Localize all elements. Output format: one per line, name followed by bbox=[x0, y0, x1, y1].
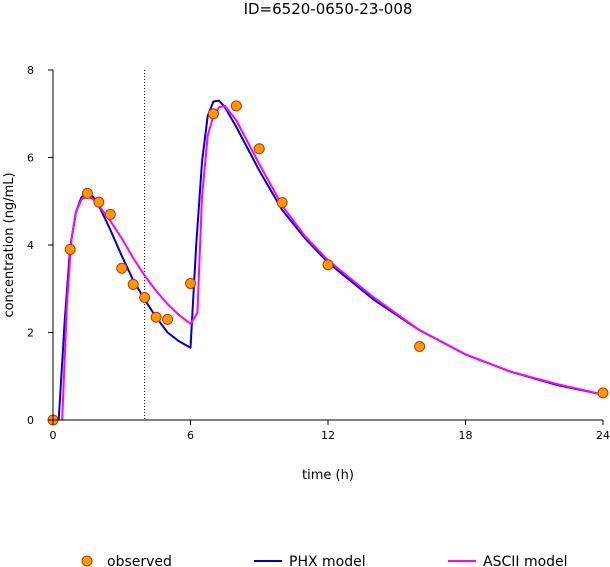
x-tick-label: 24 bbox=[596, 429, 610, 442]
legend-label-ascii-model: ASCII model bbox=[483, 554, 568, 567]
observed-point bbox=[150, 311, 162, 323]
x-axis-label: time (h) bbox=[302, 468, 354, 483]
observed-point bbox=[93, 196, 105, 208]
y-tick-label: 8 bbox=[27, 64, 34, 77]
observed-point bbox=[139, 292, 151, 303]
legend: observed PHX model ASCII model bbox=[81, 554, 568, 567]
plot-area bbox=[47, 70, 609, 426]
x-tick-label: 6 bbox=[187, 429, 194, 442]
observed-point bbox=[162, 313, 174, 325]
x-tick-label: 18 bbox=[459, 429, 473, 442]
observed-point bbox=[322, 259, 334, 271]
observed-point bbox=[276, 197, 288, 209]
observed-point bbox=[64, 243, 76, 255]
x-tick-label: 0 bbox=[50, 429, 57, 442]
observed-point bbox=[185, 278, 196, 289]
y-tick-label: 4 bbox=[27, 239, 34, 252]
observed-point bbox=[414, 341, 426, 352]
observed-point bbox=[81, 187, 93, 199]
legend-item-ascii-model: ASCII model bbox=[448, 554, 568, 567]
chart-title: ID=6520-0650-23-008 bbox=[244, 0, 413, 18]
x-tick-label: 12 bbox=[321, 429, 335, 442]
observed-point bbox=[253, 143, 265, 155]
observed-point bbox=[230, 100, 242, 112]
observed-point bbox=[116, 262, 128, 274]
legend-label-observed: observed bbox=[107, 554, 172, 567]
observed-point bbox=[207, 108, 219, 120]
legend-item-observed: observed bbox=[81, 554, 172, 567]
y-tick-label: 0 bbox=[27, 414, 34, 427]
observed-point bbox=[127, 278, 139, 290]
y-axis-label: concentration (ng/mL) bbox=[2, 172, 17, 317]
legend-marker-observed bbox=[81, 555, 93, 567]
y-tick-label: 6 bbox=[27, 152, 34, 165]
observed-point bbox=[104, 208, 116, 220]
observed-point bbox=[597, 387, 609, 399]
legend-item-phx-model: PHX model bbox=[254, 554, 366, 567]
x-ticks: 0 6 12 18 24 bbox=[50, 420, 610, 442]
legend-label-phx-model: PHX model bbox=[289, 554, 366, 567]
y-tick-label: 2 bbox=[27, 327, 34, 340]
y-ticks: 0 2 4 6 8 bbox=[27, 64, 53, 427]
